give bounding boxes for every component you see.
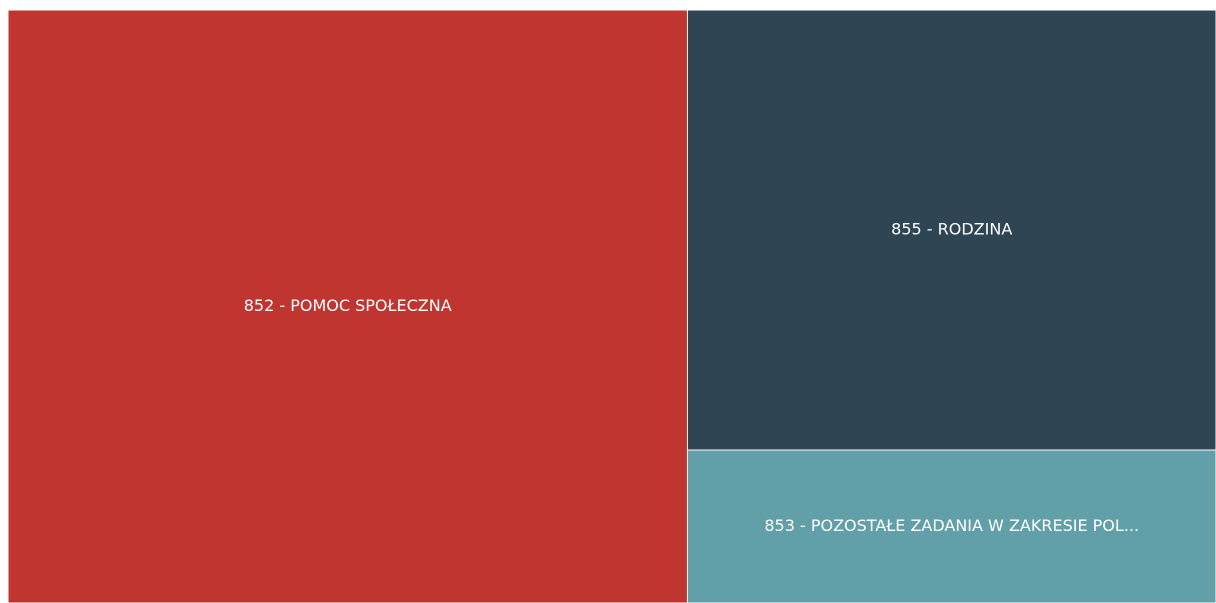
cell-label: 852 - POMOC SPOŁECZNA [244, 296, 452, 315]
treemap-cell [687, 450, 1216, 603]
cell-label: 855 - RODZINA [891, 220, 1012, 239]
treemap-cell [687, 10, 1216, 450]
treemap-cell [8, 10, 687, 603]
cell-label: 853 - POZOSTAŁE ZADANIA W ZAKRESIE POL..… [764, 516, 1139, 535]
